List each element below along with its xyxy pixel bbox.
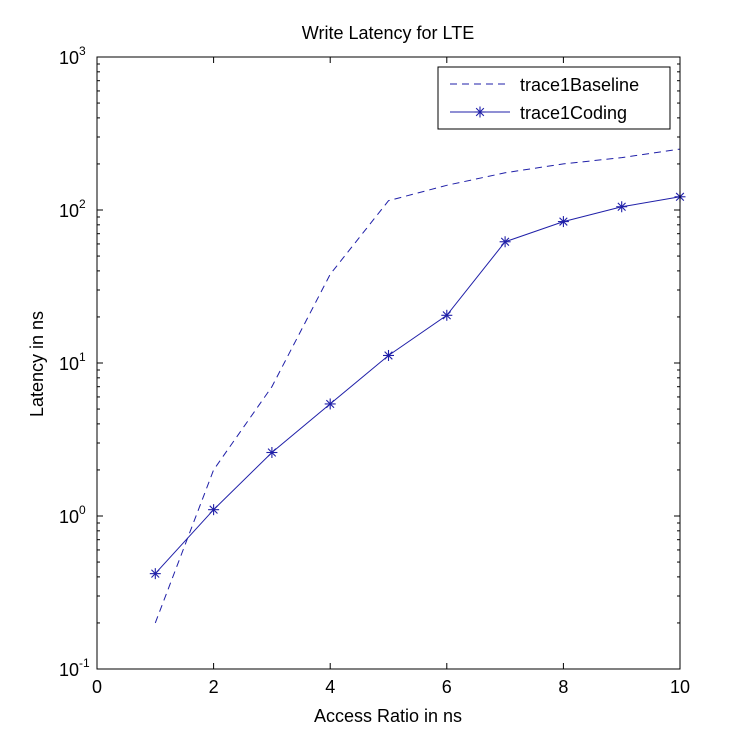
y-tick-base: 10 — [59, 660, 79, 680]
x-tick-label: 8 — [558, 677, 568, 697]
chart-title: Write Latency for LTE — [302, 23, 474, 43]
data-point-trace1Coding — [499, 236, 511, 248]
y-tick-base: 10 — [59, 507, 79, 527]
x-tick-label: 4 — [325, 677, 335, 697]
legend: trace1Baseline trace1Coding — [437, 66, 671, 130]
legend-marker-trace1Coding — [474, 106, 486, 118]
data-point-trace1Coding — [383, 349, 394, 361]
data-point-trace1Coding — [324, 398, 336, 410]
y-tick-exponent: 2 — [79, 197, 86, 211]
y-tick-base: 10 — [59, 201, 79, 221]
marker-stroke — [267, 448, 277, 457]
x-tick-label: 0 — [92, 677, 102, 697]
y-tick-label: 10 — [59, 354, 79, 374]
series-line-trace1Coding — [154, 196, 681, 574]
marker-stroke — [325, 399, 335, 409]
data-point-trace1Coding — [616, 201, 628, 213]
x-tick-label: 6 — [442, 677, 452, 697]
x-tick-label: 10 — [670, 677, 690, 697]
marker-stroke — [209, 505, 218, 514]
marker-stroke — [442, 311, 452, 320]
x-axis-label: Access Ratio in ns — [314, 706, 462, 726]
marker-stroke — [559, 217, 568, 226]
data-point-trace1Coding — [557, 216, 569, 228]
y-tick-exponent: 0 — [79, 503, 86, 517]
legend-label: trace1Coding — [520, 103, 627, 123]
y-tick-exponent: -1 — [79, 656, 90, 670]
y-tick-exponent: 3 — [79, 44, 86, 58]
y-axis-label: Latency in ns — [27, 311, 47, 417]
y-tick-exponent: 1 — [79, 350, 86, 364]
marker-stroke — [475, 107, 485, 117]
plot-area — [149, 148, 686, 624]
y-tick-label: 10 — [59, 201, 79, 221]
legend-box — [437, 66, 671, 130]
data-point-trace1Coding — [266, 447, 278, 459]
y-tick-label: 10 — [59, 48, 79, 68]
x-tick-label: 2 — [209, 677, 219, 697]
y-tick-base: 10 — [59, 48, 79, 68]
y-tick-label: 10 — [59, 507, 79, 527]
data-point-trace1Coding — [441, 309, 453, 321]
y-tick-label: 10 — [59, 660, 79, 680]
data-point-trace1Coding — [149, 568, 161, 580]
marker-stroke — [500, 237, 510, 247]
y-tick-base: 10 — [59, 354, 79, 374]
legend-label: trace1Baseline — [520, 75, 639, 95]
data-point-trace1Coding — [208, 504, 220, 516]
marker-stroke — [151, 569, 160, 578]
marker-stroke — [384, 351, 393, 360]
marker-stroke — [617, 202, 626, 211]
